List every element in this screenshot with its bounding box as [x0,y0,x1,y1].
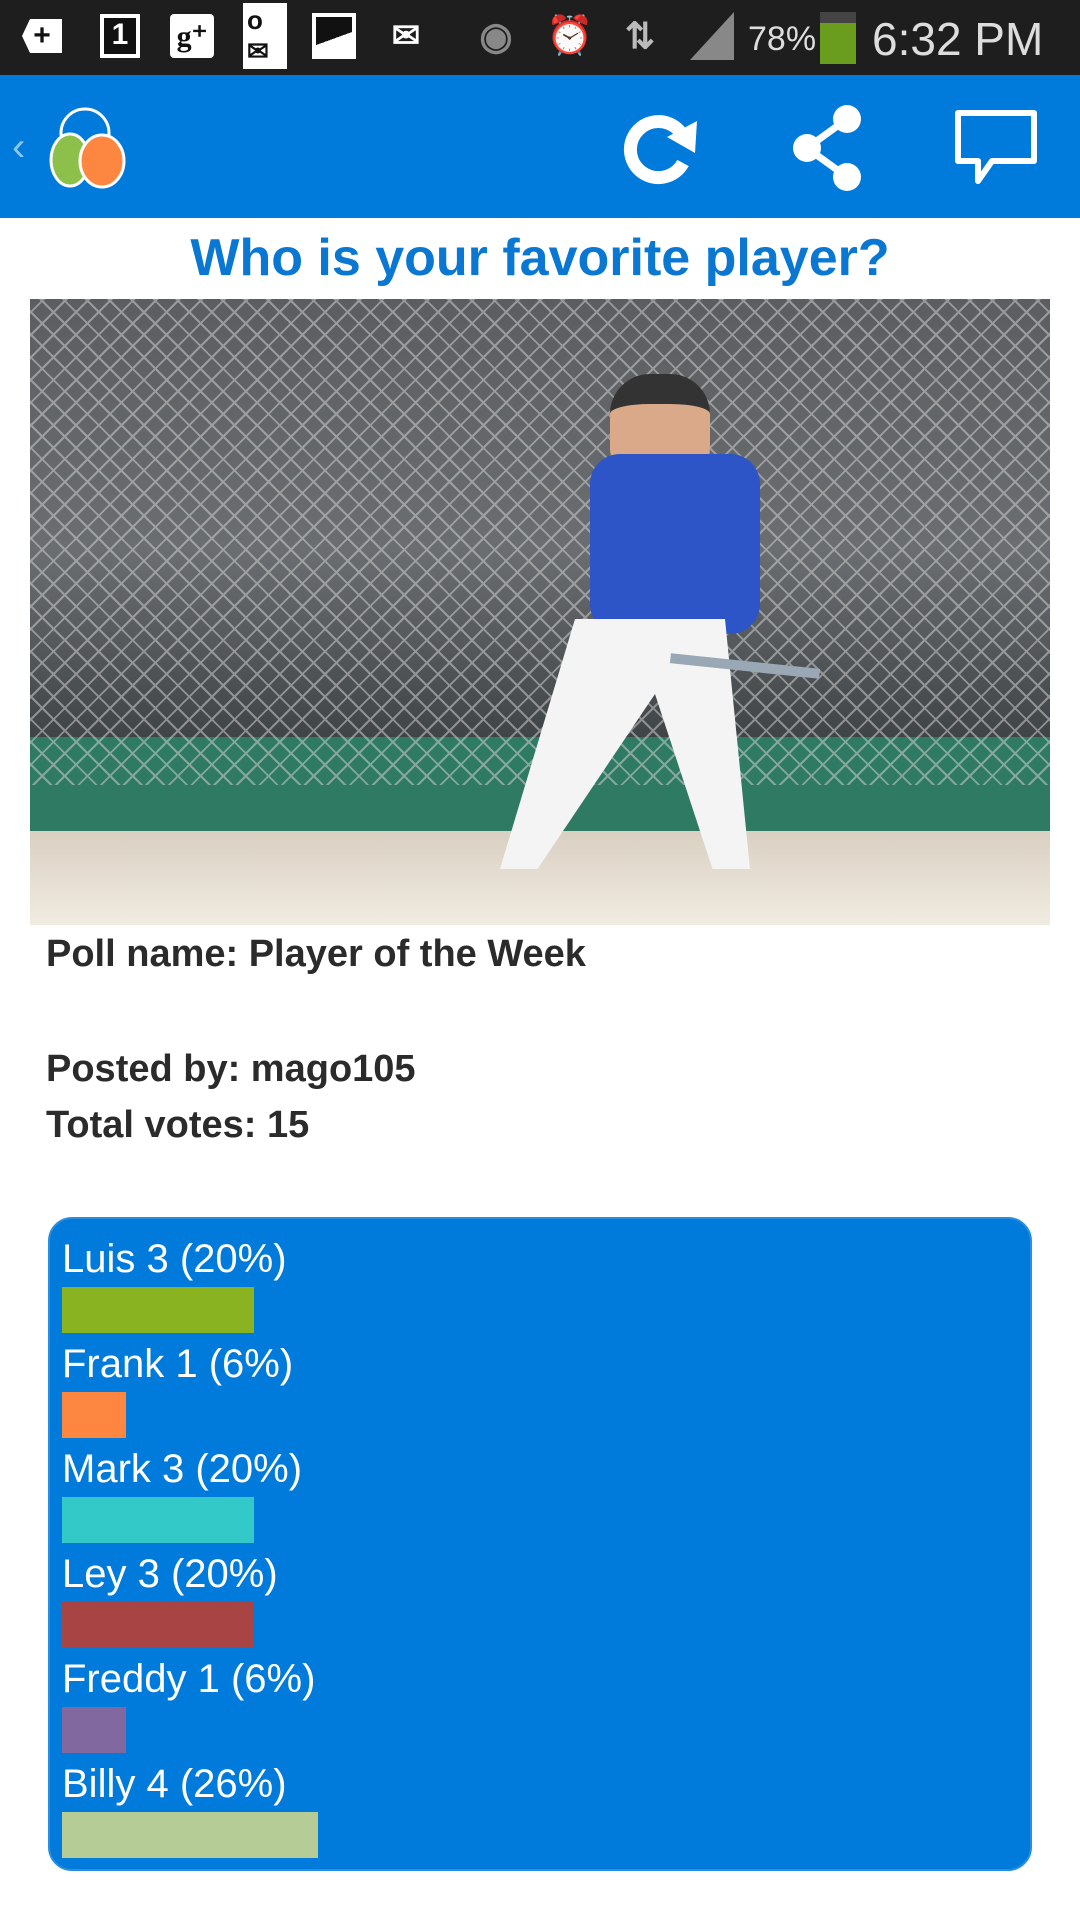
wifi-icon: ⇅ [624,15,656,56]
fence-texture [30,299,1050,785]
app-logo[interactable] [42,103,128,193]
gallery-icon [312,13,356,59]
poll-option-bar [62,1812,318,1858]
posted-by[interactable]: Posted by: mago105 [46,1048,416,1090]
poll-name: Poll name: Player of the Week [46,933,586,975]
app-bar: ‹ [0,75,1080,218]
poll-option-bar [62,1602,254,1648]
share-icon[interactable] [785,103,875,193]
google-plus-icon: g⁺ [170,14,214,58]
poll-option-label: Frank 1 (6%) [62,1342,294,1386]
poll-option-label: Billy 4 (26%) [62,1762,287,1806]
outlook-icon: o✉ [243,3,287,69]
poll-option-bar [62,1497,254,1543]
status-bar: + 1 g⁺ o✉ ✉ ◉ ⏰ ⇅ 78% 6:32 PM [0,0,1080,75]
poll-option-bar [62,1287,254,1333]
calendar-icon: 1 [98,14,142,58]
back-icon[interactable]: ‹ [12,125,26,169]
player-head [610,374,710,469]
email-icon: ✉ [391,17,421,55]
poll-results: Luis 3 (20%) Frank 1 (6%) Mark 3 (20%) Ley … [48,1217,1032,1871]
clock: 6:32 PM [872,13,1044,65]
total-votes: Total votes: 15 [46,1104,310,1146]
plus-tag-icon: + [20,14,64,58]
poll-question: Who is your favorite player? [190,229,890,287]
eye-icon: ◉ [479,15,513,58]
poll-option-bar [62,1392,126,1438]
poll-option-bar [62,1707,126,1753]
poll-option-label: Ley 3 (20%) [62,1552,278,1596]
poll-option-label: Mark 3 (20%) [62,1447,303,1491]
alarm-icon: ⏰ [546,15,594,57]
battery-icon [820,12,856,64]
comment-icon[interactable] [950,103,1040,193]
poll-option-label: Luis 3 (20%) [62,1237,287,1281]
signal-icon [690,12,734,60]
poll-photo [30,299,1050,925]
poll-option-label: Freddy 1 (6%) [62,1657,316,1701]
refresh-icon[interactable] [615,103,705,193]
battery-percent: 78% [748,20,817,58]
player-jersey [590,454,760,634]
